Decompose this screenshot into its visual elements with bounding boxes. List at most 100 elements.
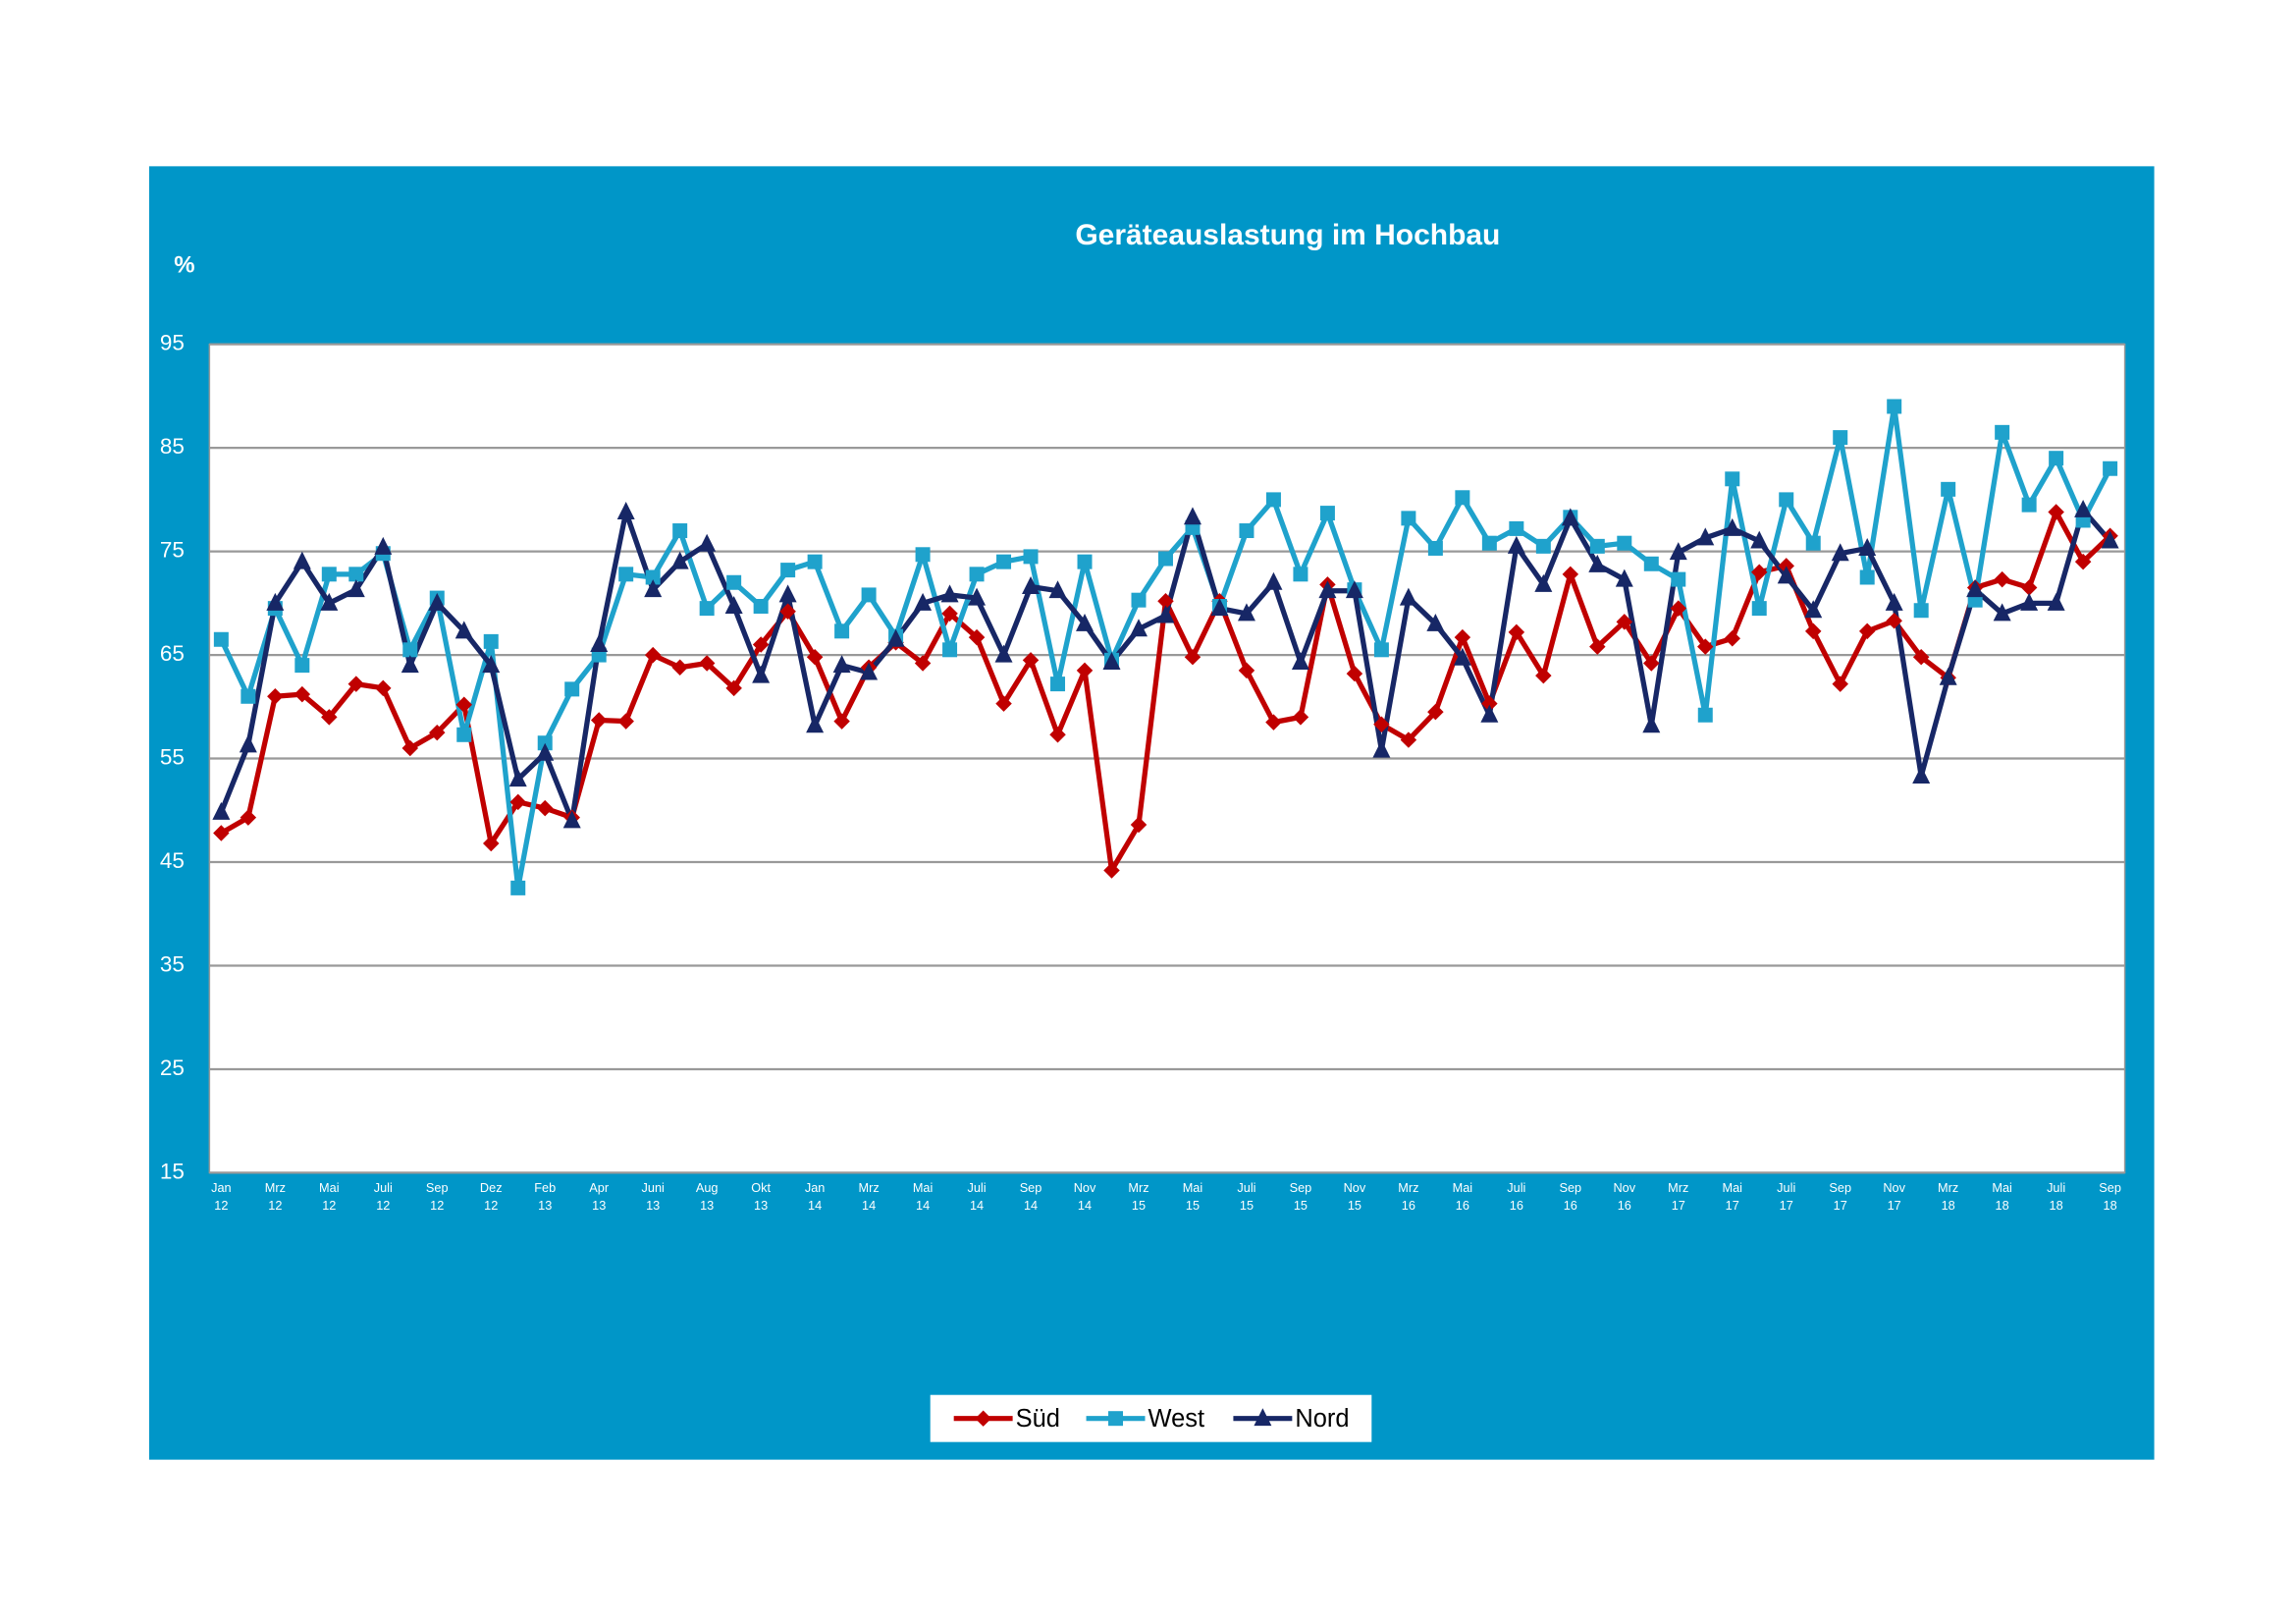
data-point [1616, 614, 1633, 630]
data-point [1346, 665, 1363, 682]
x-tick-label: Mai 12 [319, 1180, 339, 1213]
x-tick-label-line: Aug [696, 1180, 719, 1195]
data-point [1859, 569, 1875, 585]
data-point [456, 727, 472, 742]
x-tick-label: Dez 12 [480, 1180, 503, 1213]
data-point [1589, 638, 1606, 655]
data-point [779, 603, 796, 621]
x-tick-label: Mrz 16 [1398, 1180, 1418, 1213]
y-axis-label: % [174, 252, 194, 279]
data-point [509, 793, 526, 811]
data-point [886, 628, 905, 647]
data-point [1372, 739, 1391, 758]
data-point [562, 810, 581, 829]
y-tick-label: 95 [160, 331, 185, 355]
data-point [1589, 538, 1605, 554]
data-point [994, 644, 1013, 663]
data-point [996, 554, 1012, 569]
data-point [1886, 613, 1902, 629]
data-point [212, 801, 231, 820]
data-point [1939, 667, 1957, 685]
data-point [2020, 579, 2038, 596]
data-point [1076, 662, 1094, 679]
data-point [940, 584, 959, 603]
x-tick-label-line: 13 [700, 1198, 714, 1213]
data-point [1615, 568, 1633, 587]
x-tick-label-line: Mrz [265, 1180, 286, 1195]
x-tick-label-line: Juli [1237, 1180, 1255, 1195]
data-point [752, 636, 770, 653]
data-point [1833, 430, 1848, 446]
data-point [1912, 765, 1931, 784]
data-point [1023, 549, 1039, 565]
data-point [1265, 714, 1282, 730]
data-point [1588, 554, 1607, 572]
x-tick-label: Mai 16 [1453, 1180, 1473, 1213]
x-tick-label-line: 18 [1942, 1198, 1955, 1213]
data-point [1293, 567, 1308, 582]
data-point [2048, 504, 2064, 520]
data-point [2020, 592, 2039, 611]
data-point [1183, 507, 1201, 525]
data-point [483, 835, 500, 852]
x-tick-label-line: 17 [1672, 1198, 1685, 1213]
data-point [1108, 1411, 1124, 1427]
x-tick-label-line: 13 [592, 1198, 606, 1213]
data-point [806, 648, 824, 666]
data-point [1858, 622, 1876, 640]
data-point [778, 584, 797, 603]
x-tick-label: Mrz 17 [1668, 1180, 1688, 1213]
data-point [1912, 648, 1930, 666]
data-point [213, 825, 230, 841]
data-point [1318, 580, 1337, 599]
x-tick-label-line: 12 [214, 1198, 228, 1213]
data-point [374, 536, 393, 555]
data-point [915, 547, 931, 563]
x-tick-label-line: 12 [376, 1198, 390, 1213]
data-point [1427, 540, 1443, 556]
data-point [2047, 592, 2065, 611]
x-tick-label: Mrz 12 [265, 1180, 286, 1213]
data-point [860, 662, 879, 680]
legend-label: Nord [1295, 1405, 1349, 1433]
data-point [1750, 530, 1769, 549]
y-tick-label: 85 [160, 434, 185, 459]
y-tick-label: 45 [160, 848, 185, 873]
x-tick-label-line: 13 [754, 1198, 768, 1213]
data-point [239, 734, 257, 753]
data-point [726, 574, 742, 590]
data-point [1399, 587, 1417, 606]
data-point [1885, 592, 1903, 611]
x-tick-label-line: Mrz [1128, 1180, 1148, 1195]
y-tick-label: 55 [160, 744, 185, 769]
data-point [914, 592, 933, 611]
y-tick-label: 15 [160, 1159, 185, 1183]
x-tick-label: Mrz 18 [1938, 1180, 1958, 1213]
data-point [537, 735, 553, 751]
x-tick-label-line: Mrz [1938, 1180, 1958, 1195]
x-tick-label-line: Sep [1829, 1180, 1851, 1195]
x-tick-label-line: 15 [1348, 1198, 1362, 1213]
data-point [1077, 554, 1093, 569]
x-tick-label-line: Juli [2047, 1180, 2065, 1195]
data-point [671, 659, 688, 676]
data-point [1779, 492, 1794, 508]
data-point [807, 554, 823, 569]
x-tick-label: Juli 14 [968, 1180, 987, 1213]
x-tick-label: Sep 15 [1290, 1180, 1312, 1213]
x-tick-label: Mai 17 [1723, 1180, 1743, 1213]
data-point [616, 502, 635, 520]
data-point [1426, 613, 1445, 631]
x-tick-label: Jan 14 [805, 1180, 826, 1213]
x-tick-label-line: 14 [916, 1198, 930, 1213]
x-tick-label-line: 14 [970, 1198, 984, 1213]
data-point [1508, 623, 1525, 641]
data-point [536, 799, 554, 817]
data-point [1804, 622, 1822, 640]
x-tick-label-line: 16 [1456, 1198, 1469, 1213]
x-tick-label: Nov 14 [1074, 1180, 1096, 1213]
x-tick-label: Aug 13 [696, 1180, 719, 1213]
x-tick-label: Nov 15 [1344, 1180, 1366, 1213]
data-point [1345, 580, 1363, 599]
